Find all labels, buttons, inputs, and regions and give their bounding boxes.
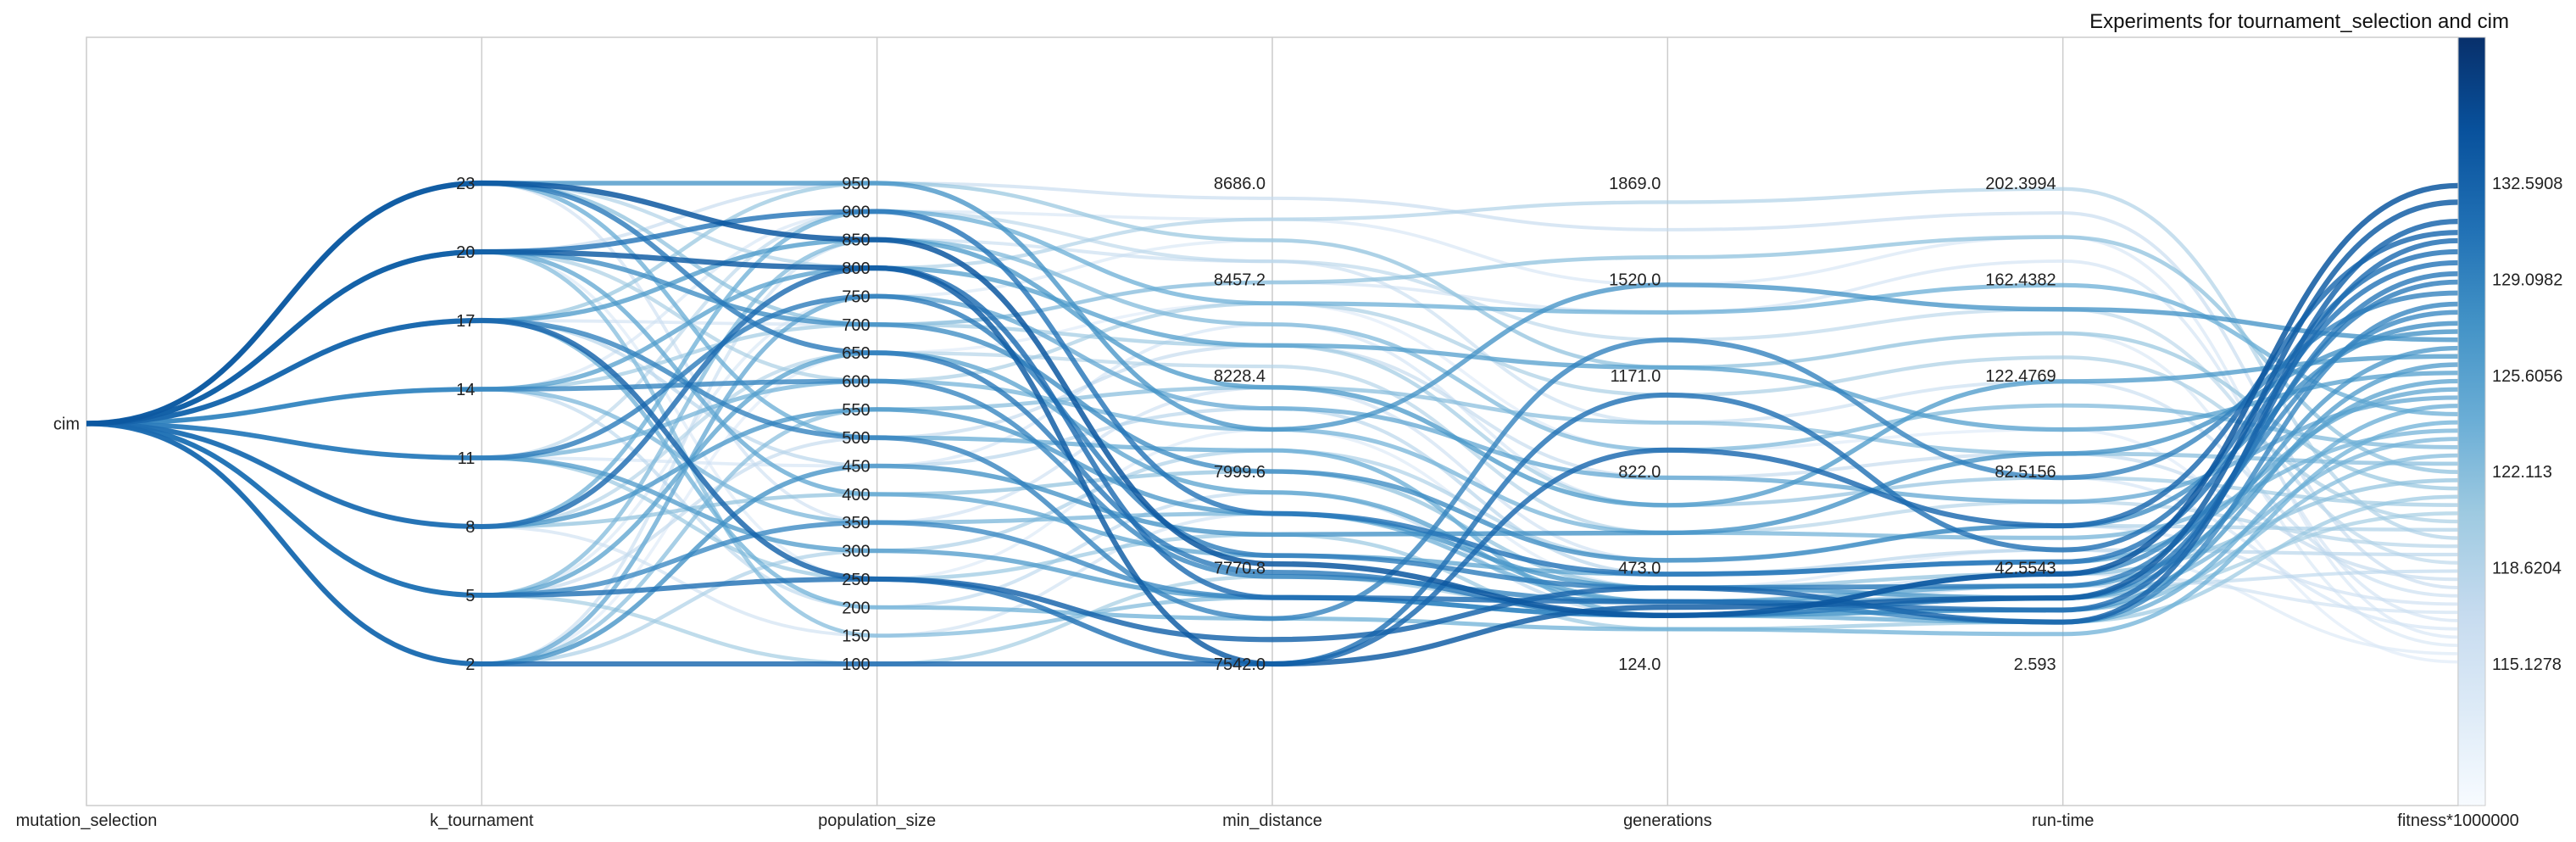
tick-label: 500	[842, 429, 870, 448]
tick-label: 750	[842, 287, 870, 306]
tick-label: 550	[842, 401, 870, 420]
series-line	[86, 301, 2459, 625]
tick-label: 1171.0	[1611, 367, 1661, 386]
tick-label: 129.0982	[2492, 270, 2562, 289]
axis-title: population_size	[818, 811, 936, 830]
tick-label: 250	[842, 571, 870, 589]
tick-label: 7999.6	[1214, 463, 1266, 482]
tick-label: 400	[842, 486, 870, 505]
tick-label: 42.5543	[1995, 560, 2056, 578]
series-line	[86, 230, 2459, 667]
axis-title: k_tournament	[430, 811, 534, 830]
tick-label: cim	[53, 415, 80, 434]
tick-label: 150	[842, 627, 870, 646]
tick-label: 450	[842, 458, 870, 477]
tick-label: 8457.2	[1214, 270, 1266, 289]
tick-label: 2.593	[2014, 655, 2056, 674]
tick-label: 82.5156	[1995, 463, 2056, 482]
tick-label: 600	[842, 372, 870, 391]
axis-title: generations	[1623, 811, 1712, 830]
tick-label: 1869.0	[1609, 175, 1661, 193]
series-line	[86, 219, 2459, 643]
tick-label: 14	[456, 381, 475, 399]
colorbar	[2457, 36, 2486, 806]
chart-title: Experiments for tournament_selection and…	[2089, 10, 2509, 33]
tick-label: 1520.0	[1609, 270, 1661, 289]
tick-label: 100	[842, 655, 870, 674]
tick-label: 900	[842, 203, 870, 221]
tick-label: 7770.8	[1214, 560, 1266, 578]
tick-label: 124.0	[1618, 655, 1661, 674]
series-line	[86, 199, 2459, 667]
series-line	[86, 237, 2459, 613]
axis-title: min_distance	[1222, 811, 1322, 830]
tick-label: 118.6204	[2492, 560, 2562, 578]
tick-label: 200	[842, 599, 870, 617]
tick-label: 8686.0	[1214, 175, 1266, 193]
axis-title: mutation_selection	[16, 811, 158, 830]
tick-labels: cim 2 5 8 11 14 17 20 23 100 150 200 250 300 350 400 450…	[53, 175, 2563, 674]
tick-label: 5	[465, 587, 475, 605]
tick-label: 11	[458, 449, 476, 468]
tick-label: 650	[842, 344, 870, 363]
tick-label: 8	[465, 518, 475, 537]
tick-label: 2	[465, 655, 475, 674]
tick-label: 850	[842, 231, 870, 250]
tick-label: 7542.0	[1214, 655, 1266, 674]
tick-label: 350	[842, 514, 870, 533]
tick-label: 800	[842, 259, 870, 278]
tick-label: 822.0	[1618, 463, 1661, 482]
tick-label: 700	[842, 316, 870, 335]
axes-layer: mutation_selection k_tournament population…	[16, 37, 2519, 830]
tick-label: 300	[842, 543, 870, 561]
series-lines	[86, 180, 2459, 667]
axis-title: run-time	[2032, 811, 2094, 830]
tick-label: 473.0	[1618, 560, 1661, 578]
tick-label: 125.6056	[2492, 367, 2562, 386]
tick-label: 115.1278	[2492, 655, 2562, 674]
tick-label: 17	[456, 312, 475, 331]
tick-label: 20	[456, 243, 475, 262]
axis-title: fitness*1000000	[2397, 811, 2518, 830]
tick-label: 8228.4	[1214, 367, 1266, 386]
tick-label: 162.4382	[1985, 270, 2056, 289]
series-line	[86, 279, 2459, 591]
tick-label: 23	[456, 175, 475, 193]
tick-label: 122.113	[2492, 463, 2552, 482]
tick-label: 202.3994	[1985, 175, 2056, 193]
series-line	[86, 180, 2459, 619]
tick-label: 132.5908	[2492, 175, 2562, 193]
tick-label: 122.4769	[1985, 367, 2056, 386]
series-line	[86, 248, 2459, 667]
tick-label: 950	[842, 175, 870, 193]
